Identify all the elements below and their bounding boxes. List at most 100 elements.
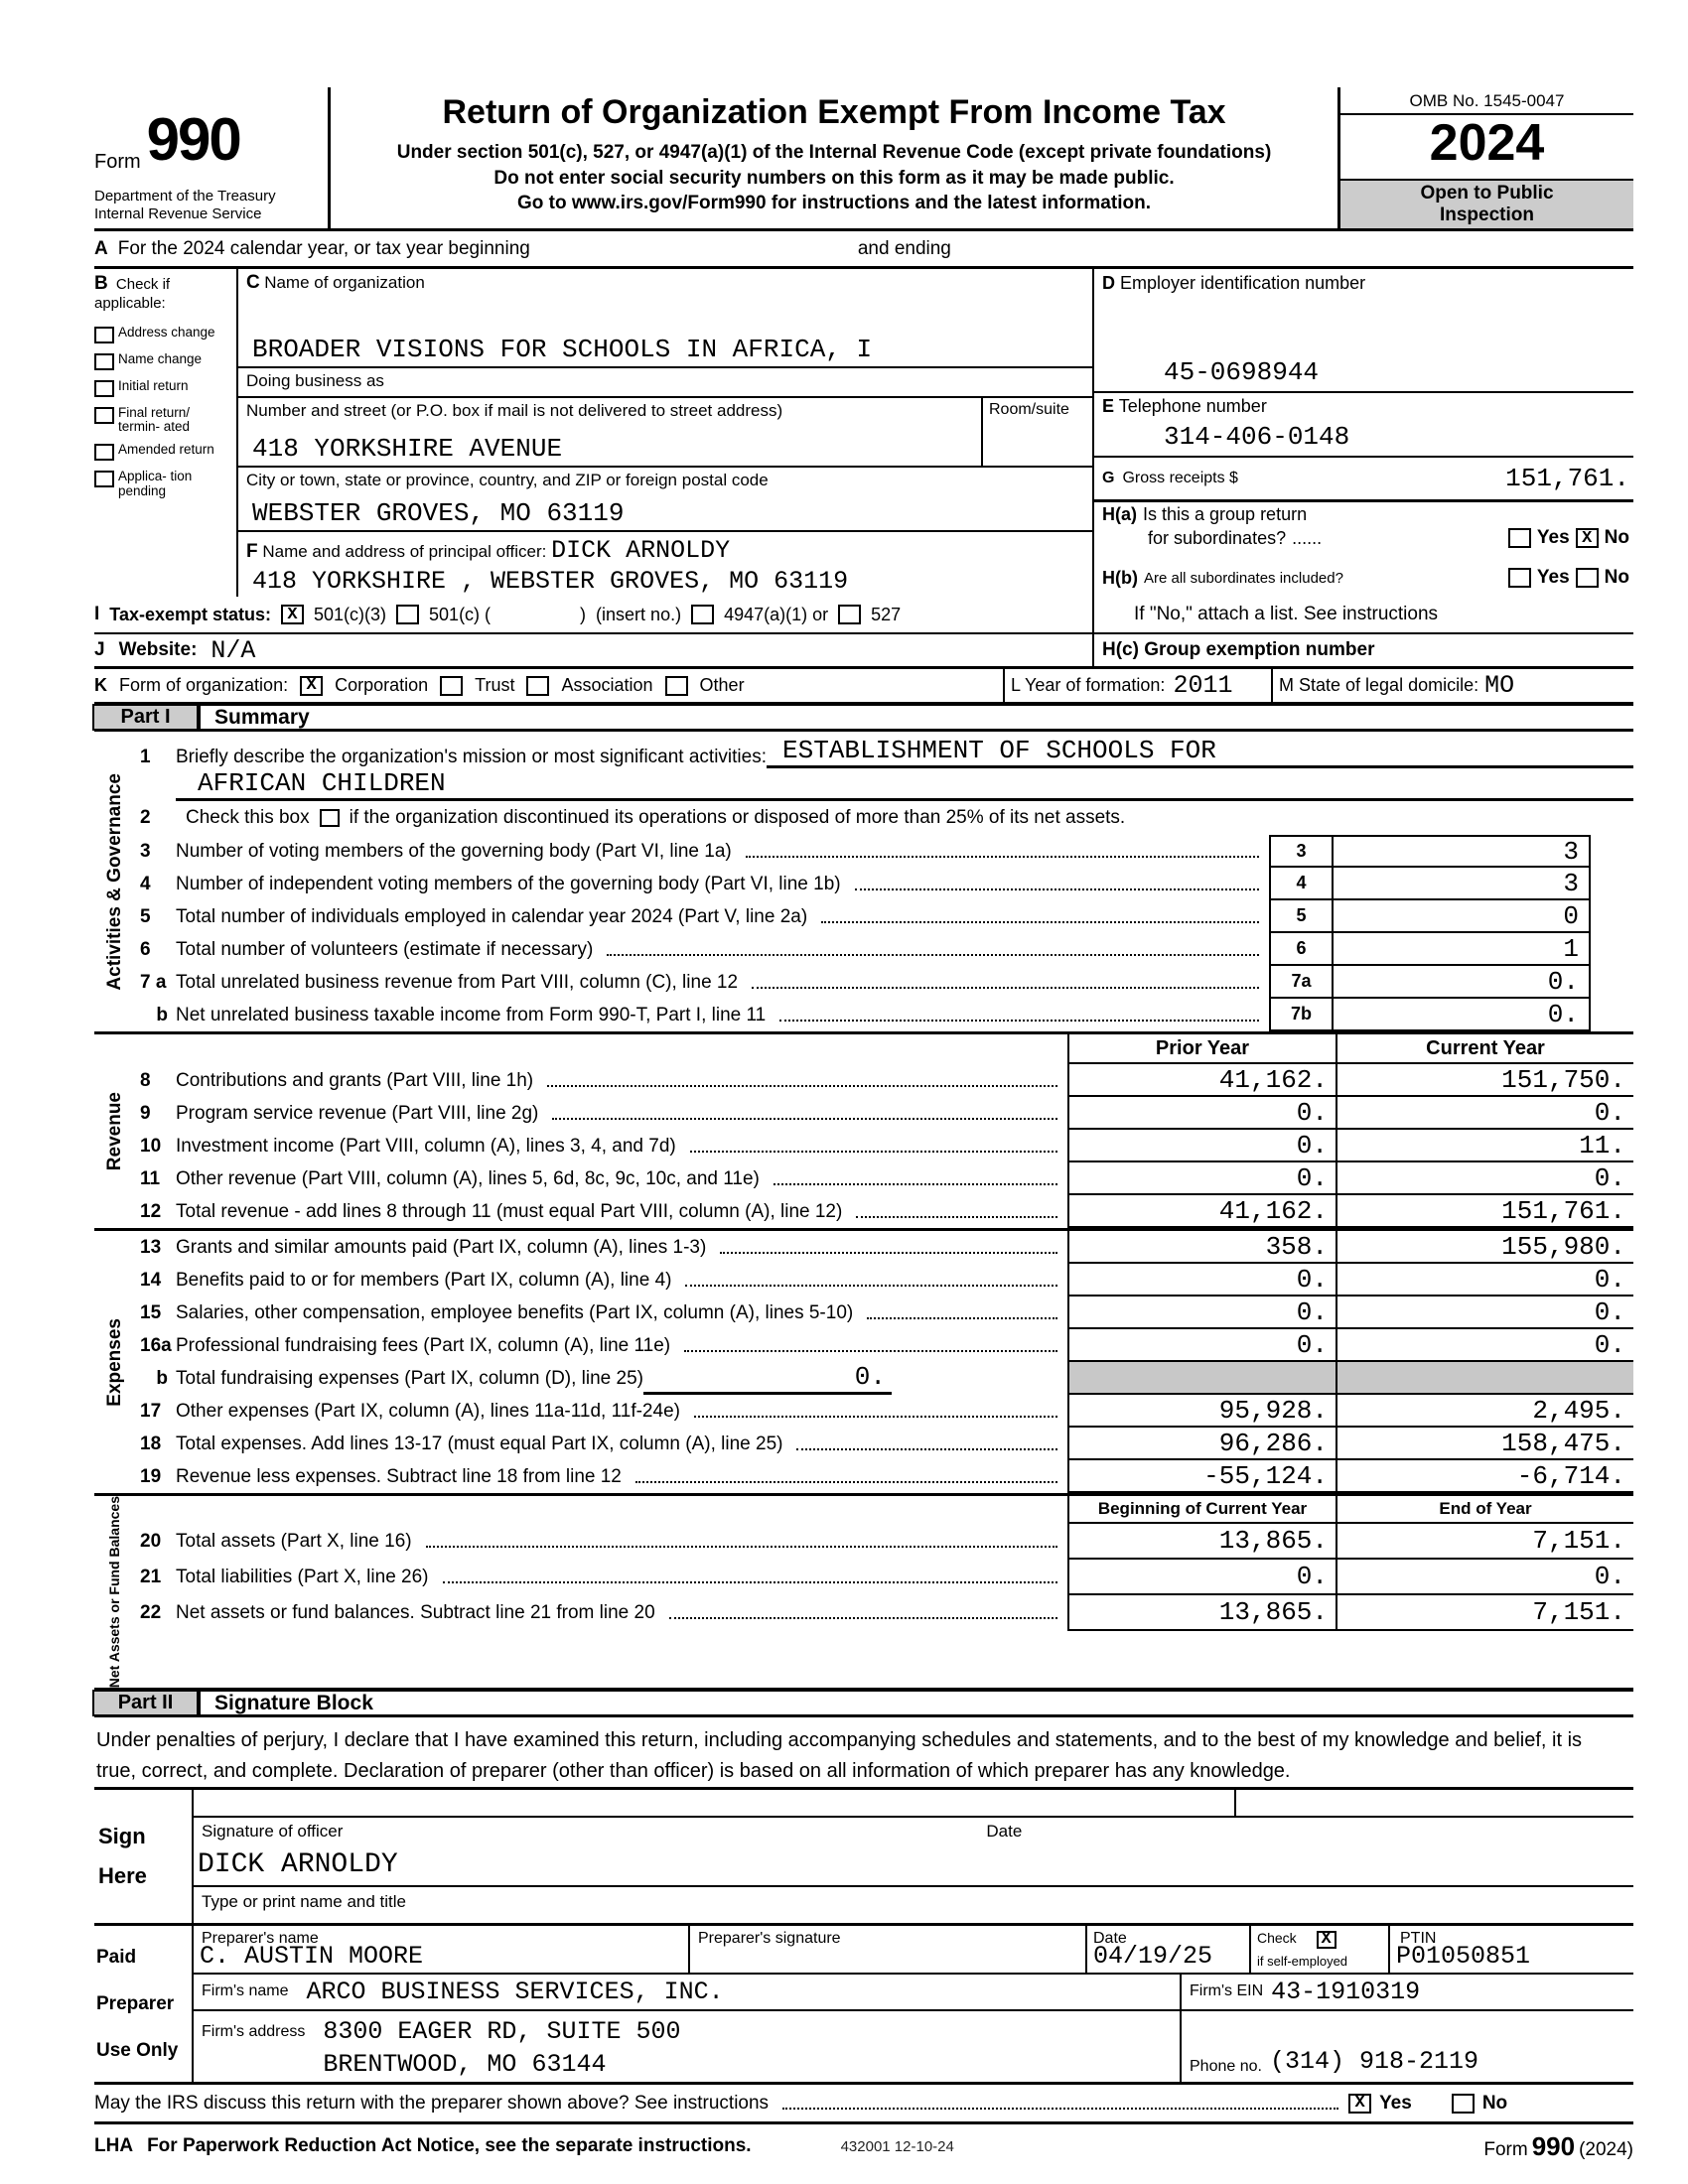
tax-exempt-label: Tax-exempt status: [109,604,271,624]
room-suite-cell: Room/suite [981,398,1092,466]
part2-tab: Part II [92,1690,201,1717]
group-return-no-checkbox[interactable]: X [1575,528,1599,548]
website-row: J Website: N/A H(c) Group exemption numb… [94,632,1633,666]
paperwork-notice: For Paperwork Reduction Act Notice, see … [147,2135,752,2157]
form-word: Form [94,151,141,173]
firm-name-cell: Firm's name ARCO BUSINESS SERVICES, INC. [194,1975,1182,2009]
group-return-yes-checkbox[interactable] [1507,528,1531,548]
summary-line-11: 11 Other revenue (Part VIII, column (A),… [134,1162,1633,1195]
527-checkbox[interactable] [838,605,862,624]
form-title: Return of Organization Exempt From Incom… [442,93,1226,131]
sign-date-label: Date [986,1822,1023,1842]
year-formation-label: L Year of formation: [1011,675,1166,695]
association-checkbox[interactable] [526,675,550,696]
part2-header: Part II Signature Block [92,1688,1633,1718]
signature-of-officer-label: Signature of officer [202,1822,344,1842]
preparer-name-value: C. AUSTIN MOORE [200,1942,424,1972]
application-pending-checkbox[interactable] [94,471,114,488]
hb-note: If "No," attach a list. See instructions [1092,597,1633,632]
prior-year-header: Prior Year [1067,1034,1336,1064]
discontinued-checkbox[interactable] [319,809,340,827]
subordinates-yes-checkbox[interactable] [1507,568,1531,588]
ein-label: Employer identification number [1120,273,1366,293]
summary-line-16a: 16a Professional fundraising fees (Part … [134,1329,1633,1362]
corporation-checkbox[interactable]: X [300,675,324,696]
line16b-prior-shaded [1067,1362,1336,1395]
group-return-cell: H(a) Is this a group return for subordin… [1102,504,1629,548]
part1-header: Part I Summary [92,702,1633,732]
501c3-checkbox[interactable]: X [281,605,304,624]
irs-discuss-yes-checkbox[interactable]: X [1348,2093,1372,2114]
summary-line-7a: 7 a Total unrelated business revenue fro… [134,966,1633,999]
mission-label: Briefly describe the organization's miss… [176,747,767,767]
street-label: Number and street (or P.O. box if mail i… [246,401,783,420]
form-header: Form 990 Department of the Treasury Inte… [94,87,1633,231]
line7b-value: 0. [1334,999,1591,1031]
type-print-label: Type or print name and title [202,1892,407,1912]
summary-line-13: 13 Grants and similar amounts paid (Part… [134,1231,1633,1264]
subordinates-included-cell: H(b) Are all subordinates included? Yes … [1102,567,1629,588]
discontinued-pre: Check this box [186,807,310,828]
org-name-cell: C Name of organization BROADER VISIONS F… [238,269,1092,368]
firm-address-line1: 8300 EAGER RD, SUITE 500 [323,2016,681,2046]
summary-line-21: 21 Total liabilities (Part X, line 26) 0… [134,1560,1633,1595]
revenue-block: Revenue Prior Year Current Year 8 Contri… [94,1031,1633,1228]
side-label-revenue: Revenue [103,1091,125,1171]
domicile-label: M State of legal domicile: [1279,675,1479,695]
here-label: Here [98,1863,147,1889]
side-label-governance: Activities & Governance [103,772,125,991]
trust-checkbox[interactable] [440,675,464,696]
ein-value: 45-0698944 [1164,357,1320,387]
501c-checkbox[interactable] [396,605,420,624]
paid-label: Paid [96,1946,137,1968]
subordinates-no-checkbox[interactable] [1575,568,1599,588]
phone-no-cell: Phone no. (314) 918-2119 [1190,2047,1478,2077]
beginning-year-header: Beginning of Current Year [1067,1496,1336,1524]
dba-label: Doing business as [246,371,384,390]
other-checkbox[interactable] [664,675,688,696]
mission-value-1: ESTABLISHMENT OF SCHOOLS FOR [766,736,1633,768]
preparer-date-cell: Date 04/19/25 [1087,1926,1251,1974]
amended-return-checkbox[interactable] [94,444,114,462]
tax-exempt-status-row: I Tax-exempt status: X 501(c)(3) 501(c) … [94,597,1633,632]
footer-form-number: 990 [1531,2130,1576,2161]
dba-cell: Doing business as [238,368,1092,398]
name-change-checkbox[interactable] [94,353,114,370]
preparer-signature-cell[interactable]: Preparer's signature [690,1926,1087,1974]
address-change-checkbox[interactable] [94,327,114,343]
summary-line-8: 8 Contributions and grants (Part VIII, l… [134,1064,1633,1097]
city-value: WEBSTER GROVES, MO 63119 [252,498,625,528]
principal-officer-cell: F Name and address of principal officer:… [238,532,1092,597]
summary-line-19: 19 Revenue less expenses. Subtract line … [134,1460,1633,1493]
group-exemption-label: H(c) Group exemption number [1092,634,1633,666]
discontinued-post: if the organization discontinued its ope… [349,807,1126,828]
street-cell: Number and street (or P.O. box if mail i… [238,398,1092,468]
irs-discuss-text: May the IRS discuss this return with the… [94,2092,770,2114]
checkbox-final-return[interactable]: Final return/ termin- ated [94,405,234,434]
checkbox-amended-return[interactable]: Amended return [94,443,234,462]
firm-ein-cell: Firm's EIN 43-1910319 [1190,1977,1421,2006]
checkbox-application-pending[interactable]: Applica- tion pending [94,470,234,497]
org-name-label: Name of organization [264,273,425,292]
firm-ein-value: 43-1910319 [1271,1977,1421,2006]
self-employed-checkbox[interactable]: X [1316,1930,1336,1949]
summary-line-20: 20 Total assets (Part X, line 16) 13,865… [134,1524,1633,1560]
officer-label: Name and address of principal officer: [262,542,547,561]
summary-line-3: 3 Number of voting members of the govern… [134,835,1633,868]
officer-signature-area[interactable] [194,1790,1633,1819]
part2-title: Signature Block [214,1691,373,1714]
checkbox-address-change[interactable]: Address change [94,325,234,343]
officer-typed-name: DICK ARNOLDY [194,1843,1633,1888]
irs-discuss-no-checkbox[interactable] [1451,2093,1475,2114]
firm-address-line2: BRENTWOOD, MO 63144 [323,2050,607,2080]
summary-line-7b: b Net unrelated business taxable income … [134,999,1633,1031]
summary-line-15: 15 Salaries, other compensation, employe… [134,1297,1633,1329]
checkbox-name-change[interactable]: Name change [94,351,234,370]
form-footer: LHA For Paperwork Reduction Act Notice, … [94,2130,1633,2161]
org-name-value: BROADER VISIONS FOR SCHOOLS IN AFRICA, I [252,335,873,364]
initial-return-checkbox[interactable] [94,380,114,397]
firm-address-cell: Firm's address 8300 EAGER RD, SUITE 500 … [194,2010,1182,2083]
final-return-checkbox[interactable] [94,407,114,424]
4947a1-checkbox[interactable] [691,605,715,624]
checkbox-initial-return[interactable]: Initial return [94,378,234,397]
